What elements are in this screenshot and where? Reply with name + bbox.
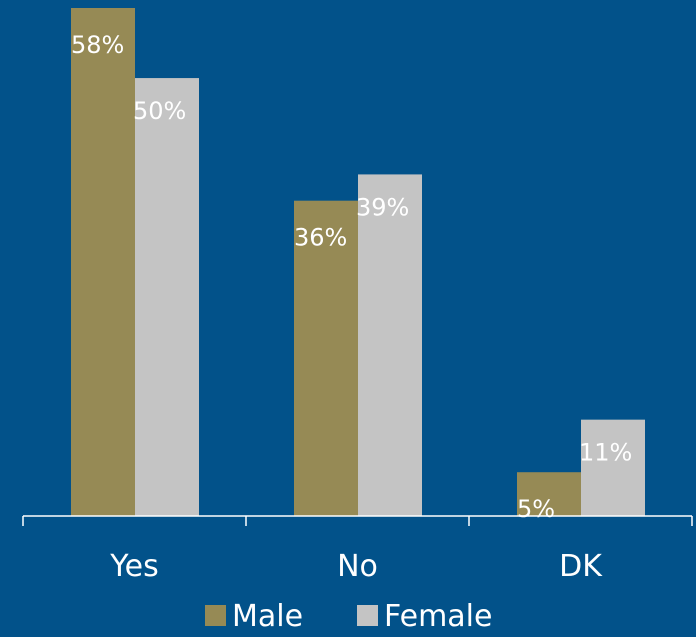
x-axis: Yes No DK xyxy=(22,515,693,584)
bar-female-dk xyxy=(581,419,645,516)
data-label-male-dk: 5% xyxy=(517,495,555,523)
legend-swatch-female xyxy=(357,605,378,626)
bar-male-no xyxy=(294,200,358,517)
bar-female-no xyxy=(358,174,422,516)
bars-layer xyxy=(71,8,645,517)
x-tick-label-no: No xyxy=(337,549,378,584)
data-label-male-no: 36% xyxy=(294,224,347,252)
legend-swatch-male xyxy=(205,605,226,626)
legend-label-male: Male xyxy=(232,599,303,634)
bar-female-yes xyxy=(135,78,199,516)
data-label-female-no: 39% xyxy=(356,193,409,221)
bar-male-yes xyxy=(71,8,135,516)
bar-male-dk xyxy=(517,472,581,516)
data-label-male-yes: 58% xyxy=(71,31,124,59)
x-tick-label-yes: Yes xyxy=(109,549,158,584)
legend-label-female: Female xyxy=(384,599,492,634)
data-labels-layer: 58% 50% 36% 39% 5% 11% xyxy=(71,31,632,523)
legend: Male Female xyxy=(205,599,492,634)
x-tick-label-dk: DK xyxy=(559,549,603,584)
data-label-female-yes: 50% xyxy=(133,97,186,125)
data-label-female-dk: 11% xyxy=(579,439,632,467)
